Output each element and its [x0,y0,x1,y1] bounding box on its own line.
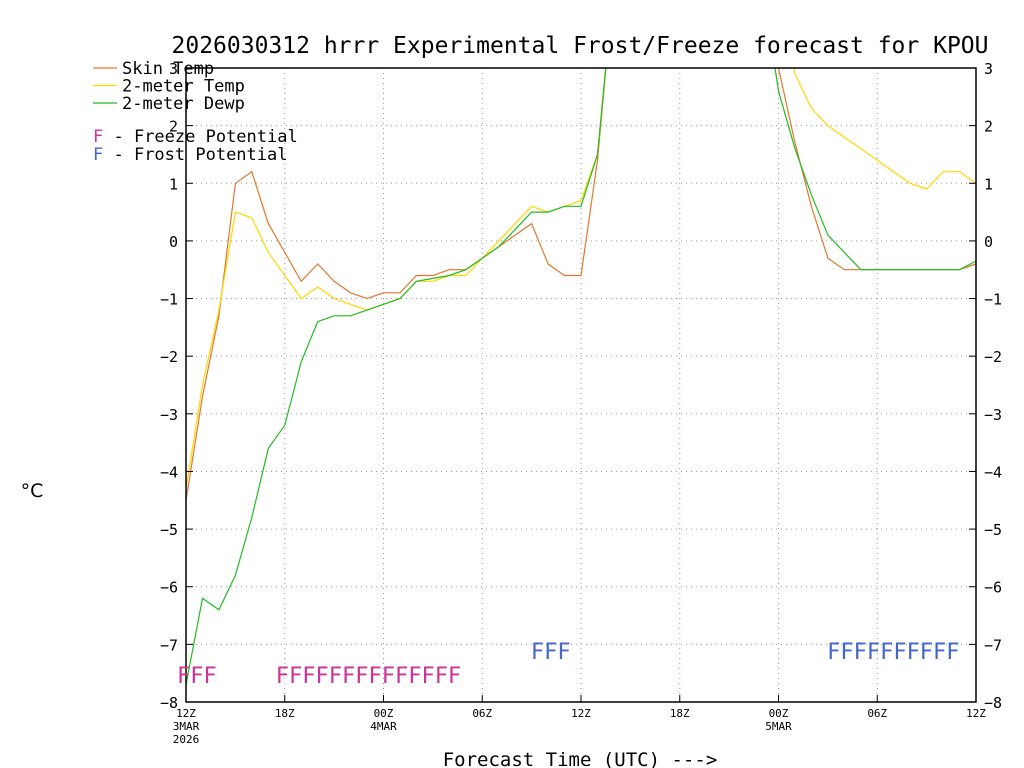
series-group [186,68,976,685]
x-tick-label: 06Z [472,707,492,720]
series-line-skin-temp [186,68,976,501]
y-tick-label-left: −6 [160,579,178,597]
y-tick-label-left: −2 [160,348,178,366]
flag-legend-letter: F [93,127,103,147]
flag-legend-text: - Frost Potential [103,145,287,165]
y-axis-label: °C [21,480,44,502]
y-tick-label-left: −4 [160,463,178,481]
y-tick-label-left: 0 [169,233,178,251]
x-tick-label: 18Z [670,707,690,720]
series-line-2-meter-dewp [186,68,976,685]
y-tick-label-right: −7 [984,636,1002,654]
y-tick-label-right: 2 [984,118,993,136]
x-tick-label: 06Z [867,707,887,720]
legend-label: Skin Temp [122,59,214,79]
y-tick-label-right: −2 [984,348,1002,366]
y-tick-label-left: −1 [160,291,178,309]
y-tick-label-right: 3 [984,60,993,78]
y-tick-label-left: −5 [160,521,178,539]
flag-legend-entry: F - Freeze Potential [93,127,298,147]
x-tick-label: 00Z [374,707,394,720]
y-tick-label-left: −7 [160,636,178,654]
y-tick-label-left: 1 [169,175,178,193]
y-tick-label-right: 0 [984,233,993,251]
y-tick-label-right: −1 [984,291,1002,309]
legend-label: 2-meter Temp [122,77,245,97]
x-tick-date: 4MAR [370,720,397,733]
x-tick-label: 12Z [571,707,591,720]
grid-lines [186,68,976,702]
x-axis-label: Forecast Time (UTC) ---> [443,749,718,768]
flag-legend-entry: F - Frost Potential [93,145,287,165]
x-tick-date: 5MAR [765,720,792,733]
freeze-potential-flags: FFFFFFFFFFFFFF [276,664,461,689]
y-tick-label-right: −4 [984,463,1002,481]
legend-label: 2-meter Dewp [122,94,245,114]
flag-legend-letter: F [93,145,103,165]
y-tick-label-right: −5 [984,521,1002,539]
y-tick-label-right: −6 [984,579,1002,597]
freeze-potential-flags: FFF [177,664,217,689]
x-tick-label: 12Z [176,707,196,720]
y-tick-label-left: 2 [169,118,178,136]
chart-title: 2026030312 hrrr Experimental Frost/Freez… [172,33,989,59]
x-tick-label: 18Z [275,707,295,720]
y-tick-label-left: −8 [160,694,178,712]
x-tick-date: 3MAR [173,720,200,733]
flag-legend-text: - Freeze Potential [103,127,297,147]
frost-potential-flags: FFFFFFFFFF [827,640,959,665]
y-ticks: −8 −8 −7 −7 −6 −6 −5 −5 −4 −4 −3 −3 −2 −2 −1 −1 0 0 1 1 2 2 3 3 [160,60,1002,712]
x-tick-label: 12Z [966,707,986,720]
frost-potential-flags: FFF [531,640,571,665]
y-tick-label-right: −3 [984,406,1002,424]
y-tick-label-left: 3 [169,60,178,78]
y-tick-label-right: −8 [984,694,1002,712]
y-tick-label-right: 1 [984,175,993,193]
y-tick-label-left: −3 [160,406,178,424]
x-tick-year: 2026 [173,733,200,746]
series-line-2-meter-temp [186,68,976,489]
x-tick-label: 00Z [769,707,789,720]
